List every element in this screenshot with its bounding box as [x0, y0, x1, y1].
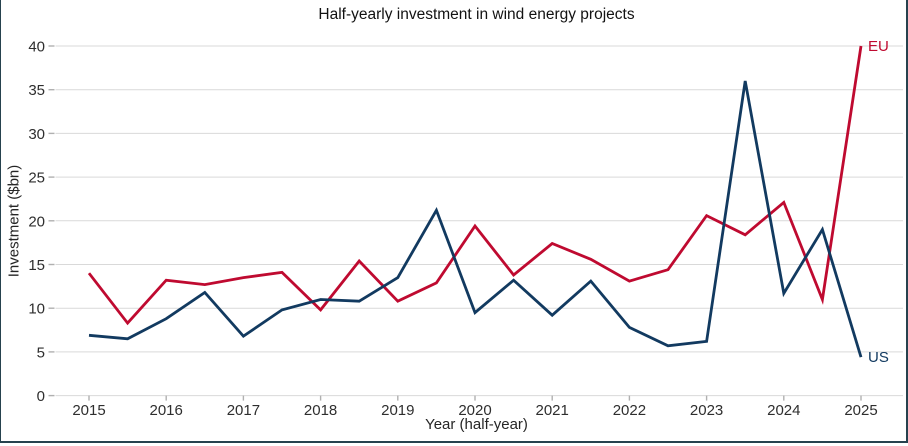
x-tick-label: 2018	[304, 402, 337, 419]
x-tick-label: 2017	[227, 402, 260, 419]
series-line-us	[88, 80, 863, 358]
series-label-eu: EU	[868, 38, 889, 55]
series-line-eu	[87, 45, 863, 326]
y-tick-label: 10	[28, 301, 45, 318]
y-tick-label: 20	[28, 213, 45, 230]
x-tick-label: 2024	[767, 402, 800, 419]
x-axis-title: Year (half-year)	[425, 416, 528, 433]
x-tick-label: 2020	[458, 402, 491, 419]
y-tick-label: 35	[28, 82, 45, 99]
x-tick-label: 2025	[844, 402, 877, 419]
y-tick-label: 40	[28, 39, 45, 56]
x-tick-label: 2016	[150, 402, 183, 419]
y-tick-label: 0	[37, 388, 45, 405]
y-tick-label: 25	[28, 170, 45, 187]
y-tick-label: 5	[37, 344, 45, 361]
x-tick-label: 2021	[536, 402, 569, 419]
chart-title: Half-yearly investment in wind energy pr…	[318, 6, 635, 23]
x-tick-label: 2019	[381, 402, 414, 419]
y-tick-label: 15	[28, 257, 45, 274]
y-tick-label: 30	[28, 126, 45, 143]
x-tick-label: 2015	[72, 402, 105, 419]
series-label-us: US	[868, 349, 889, 366]
x-tick-label: 2023	[690, 402, 723, 419]
x-tick-label: 2022	[613, 402, 646, 419]
